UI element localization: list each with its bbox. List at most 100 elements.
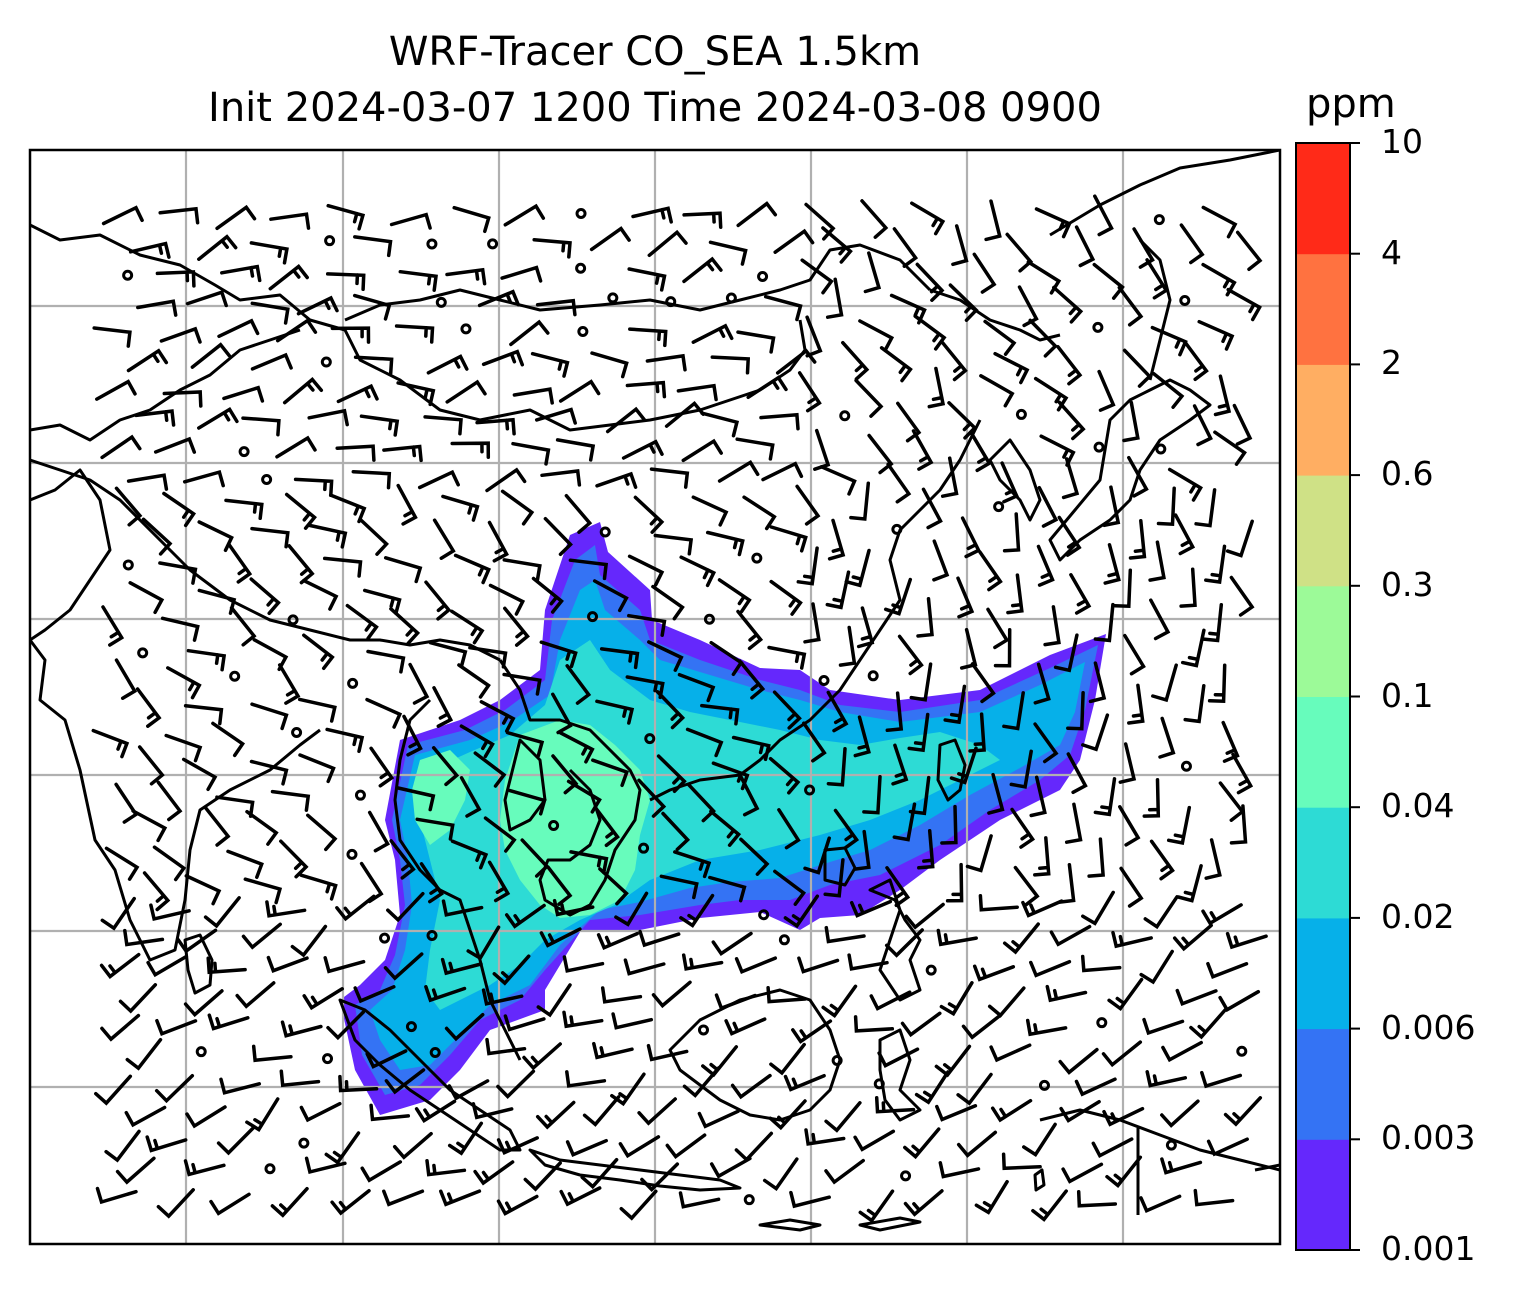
calm-marker	[346, 848, 358, 860]
wind-barb	[972, 252, 997, 294]
wind-barb	[485, 467, 527, 493]
wind-barb	[730, 1073, 772, 1100]
wind-barb	[1172, 923, 1213, 952]
wind-barb	[768, 756, 801, 795]
wind-barb	[215, 204, 257, 231]
wind-barb	[270, 1186, 309, 1218]
wind-barb	[447, 1121, 484, 1156]
wind-barb	[791, 1019, 833, 1044]
wind-barb	[763, 294, 803, 322]
wind-barb	[665, 1133, 707, 1160]
wind-barb	[739, 837, 770, 876]
wind-barb	[838, 625, 857, 667]
wind-barb	[564, 493, 593, 534]
wind-barb	[769, 525, 808, 553]
wind-barb	[775, 348, 817, 375]
calm-marker	[548, 819, 560, 831]
wind-barb	[1201, 602, 1224, 643]
wind-barb	[762, 1157, 799, 1192]
wind-barb	[353, 985, 396, 1004]
wind-barb	[389, 212, 432, 230]
wind-barb	[186, 648, 227, 672]
wind-barb	[1105, 1155, 1143, 1188]
wind-barb	[245, 809, 279, 846]
wind-barb	[353, 355, 394, 376]
calm-marker	[575, 262, 587, 274]
wind-barb	[351, 469, 392, 490]
calm-marker	[638, 842, 650, 854]
wind-barb	[432, 686, 454, 728]
wind-barb	[1156, 486, 1176, 527]
wind-barb	[1152, 371, 1185, 409]
wind-barb	[1034, 207, 1072, 239]
wind-barb	[1093, 777, 1117, 817]
wind-barb	[383, 952, 424, 981]
wind-barb	[984, 199, 1002, 242]
wind-barb	[646, 1043, 689, 1062]
calm-marker	[1093, 441, 1105, 453]
wind-barb	[1183, 340, 1209, 382]
calm-marker	[238, 446, 250, 458]
wind-barb	[673, 850, 712, 879]
calm-marker	[644, 733, 656, 745]
wind-barb	[1025, 1018, 1068, 1037]
wind-barb	[685, 727, 724, 758]
wind-barb	[959, 627, 978, 670]
wind-barb	[940, 804, 958, 845]
wind-barb	[162, 390, 203, 408]
wind-barb	[155, 1018, 198, 1037]
wind-barb	[424, 580, 452, 621]
wind-barb	[100, 434, 142, 460]
wind-barb	[324, 1131, 361, 1165]
colorbar-segment	[1296, 475, 1350, 587]
wind-barb	[445, 267, 487, 286]
wind-barb	[746, 375, 788, 400]
calm-marker	[839, 410, 851, 422]
colorbar	[1295, 142, 1360, 1251]
calm-marker	[891, 523, 903, 535]
calm-marker	[354, 789, 366, 801]
calm-marker	[426, 930, 438, 942]
wind-barb	[183, 703, 224, 726]
wind-barb	[176, 928, 218, 954]
wind-barb	[504, 903, 546, 929]
wind-barb	[115, 1156, 156, 1185]
wind-barb	[1102, 485, 1121, 528]
wind-barb	[459, 776, 482, 818]
wind-barb	[166, 666, 202, 700]
wind-barb	[270, 789, 311, 812]
wind-barb	[738, 774, 760, 817]
colorbar-tick-label: 0.006	[1381, 1007, 1476, 1047]
wind-barb	[1221, 720, 1240, 763]
wind-barb	[1201, 205, 1238, 239]
calm-marker	[831, 1054, 843, 1066]
wind-barb	[742, 495, 777, 531]
wind-barb	[892, 227, 919, 268]
wind-barb	[1021, 899, 1064, 918]
wind-barb	[853, 1015, 895, 1033]
wind-barb	[1148, 540, 1166, 582]
wind-barb	[540, 469, 582, 487]
wind-barb	[736, 330, 776, 354]
wind-barb	[162, 491, 197, 528]
wind-barb	[853, 829, 871, 871]
wind-barb	[1033, 722, 1059, 764]
wind-barb	[993, 627, 1012, 668]
colorbar-segment	[1296, 364, 1350, 476]
wind-barb	[215, 795, 255, 818]
wind-barb	[539, 927, 582, 948]
wind-barb	[160, 616, 200, 642]
wind-barb	[709, 1156, 752, 1179]
wind-barb	[543, 516, 573, 557]
wind-barb	[892, 802, 917, 842]
wind-barb	[640, 1162, 680, 1192]
wind-barb	[796, 546, 819, 586]
wind-barb	[245, 1097, 280, 1133]
wind-barb	[101, 205, 144, 226]
wind-barb	[862, 775, 882, 815]
wind-barb	[691, 323, 734, 344]
wind-barb	[508, 788, 547, 816]
wind-barb	[1160, 1157, 1203, 1175]
colorbar-tick-label: 0.04	[1381, 786, 1455, 826]
wind-barb	[1056, 344, 1083, 386]
